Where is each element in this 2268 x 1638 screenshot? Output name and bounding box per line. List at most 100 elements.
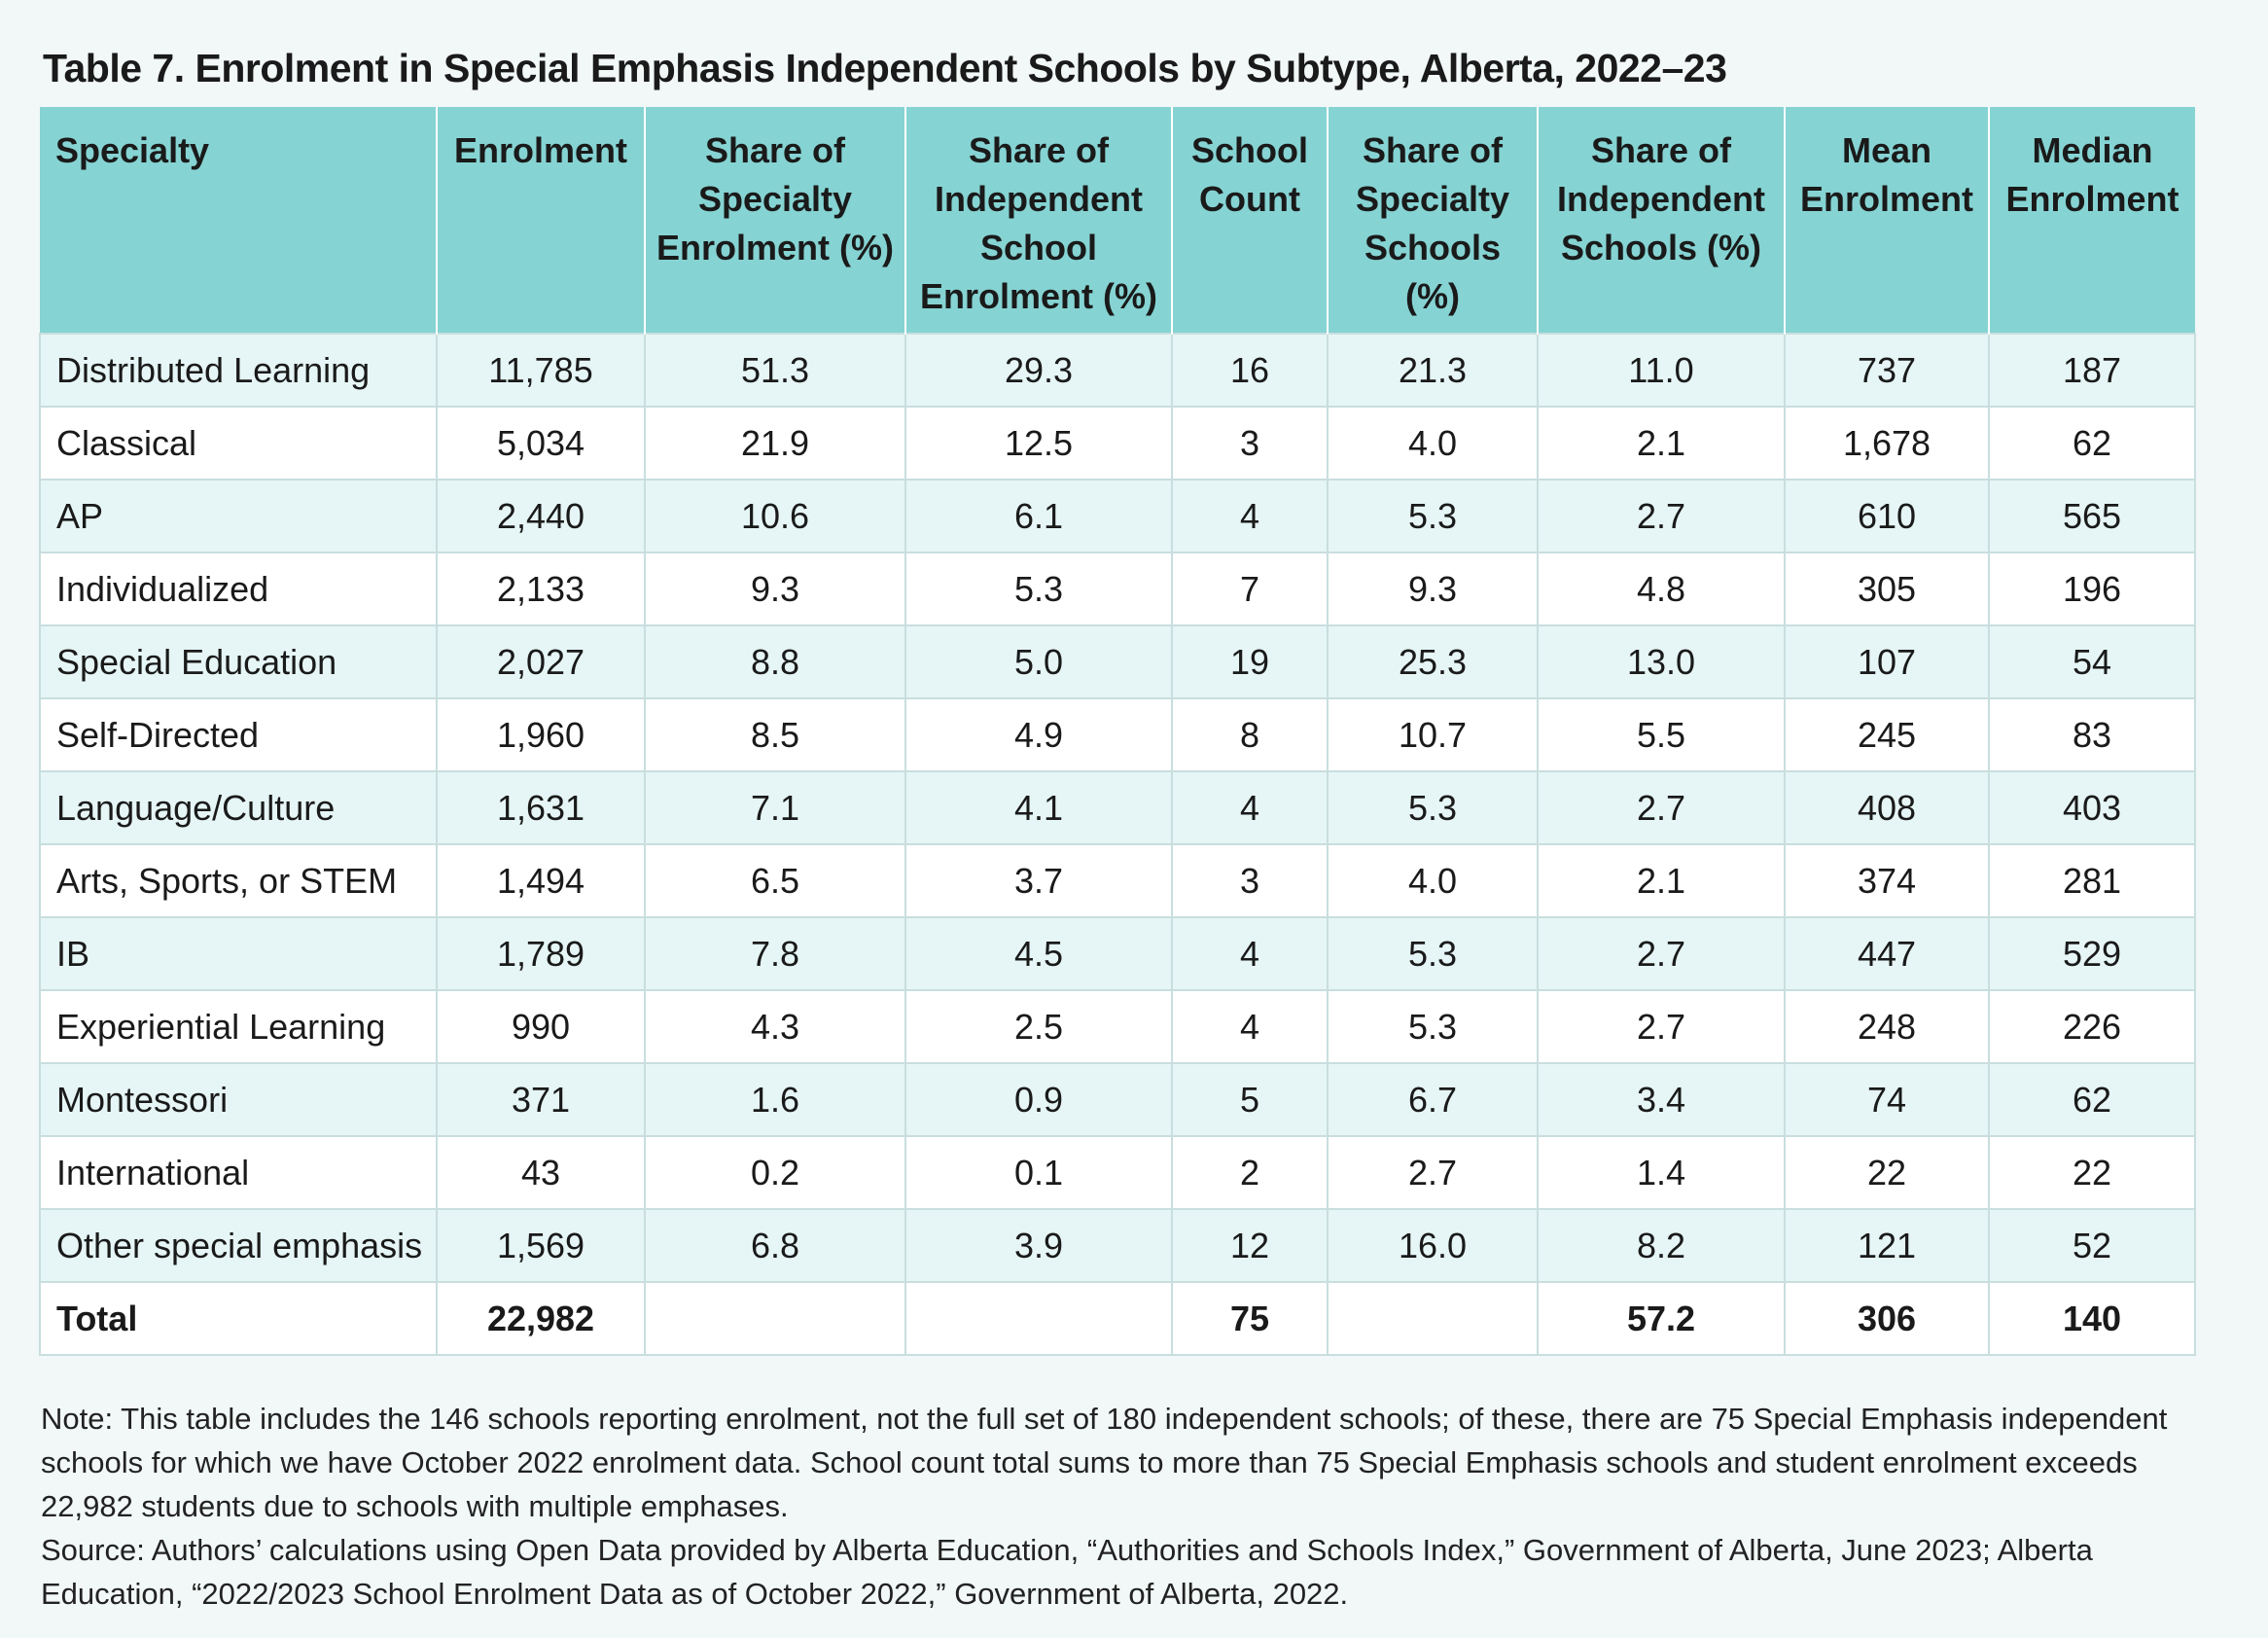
value-cell: 5,034 xyxy=(436,406,646,481)
footnote: Note: This table includes the 146 school… xyxy=(41,1397,2196,1616)
value-cell: 8.8 xyxy=(644,624,906,699)
value-cell: 196 xyxy=(1988,552,2196,626)
value-cell: 16 xyxy=(1171,333,1329,408)
value-cell: 565 xyxy=(1988,479,2196,553)
value-cell: 2.7 xyxy=(1537,770,1786,845)
column-header: Share of Independent School Enrolment (%… xyxy=(904,107,1172,334)
value-cell: 990 xyxy=(436,989,646,1064)
total-value-cell xyxy=(644,1281,906,1356)
total-row: Total 22,982 75 57.2 306 140 xyxy=(39,1281,2196,1356)
value-cell: 107 xyxy=(1784,624,1990,699)
row-label-cell: International xyxy=(39,1135,438,1210)
table-row: Language/Culture 1,631 7.1 4.1 4 5.3 2.7 408 403 xyxy=(39,770,2196,845)
value-cell: 0.9 xyxy=(904,1062,1173,1137)
value-cell: 1.4 xyxy=(1537,1135,1786,1210)
value-cell: 4.8 xyxy=(1537,552,1786,626)
table-row: Arts, Sports, or STEM 1,494 6.5 3.7 3 4.0 2.1 3… xyxy=(39,843,2196,918)
row-label-cell: Experiential Learning xyxy=(39,989,438,1064)
value-cell: 6.8 xyxy=(644,1208,906,1283)
value-cell: 5.3 xyxy=(1327,989,1539,1064)
value-cell: 374 xyxy=(1784,843,1990,918)
value-cell: 4 xyxy=(1171,989,1329,1064)
value-cell: 12.5 xyxy=(904,406,1173,481)
value-cell: 1.6 xyxy=(644,1062,906,1137)
value-cell: 51.3 xyxy=(644,333,906,408)
source-text: Source: Authors’ calculations using Open… xyxy=(41,1533,2093,1611)
value-cell: 10.7 xyxy=(1327,697,1539,772)
total-value-cell: 140 xyxy=(1988,1281,2196,1356)
value-cell: 4 xyxy=(1171,916,1329,991)
value-cell: 529 xyxy=(1988,916,2196,991)
column-header: School Count xyxy=(1171,107,1328,334)
value-cell: 12 xyxy=(1171,1208,1329,1283)
value-cell: 4.3 xyxy=(644,989,906,1064)
value-cell: 5.3 xyxy=(1327,479,1539,553)
header-row: Specialty Enrolment Share of Specialty Enr… xyxy=(40,107,2195,334)
value-cell: 11,785 xyxy=(436,333,646,408)
value-cell: 7.1 xyxy=(644,770,906,845)
value-cell: 8 xyxy=(1171,697,1329,772)
value-cell: 2.1 xyxy=(1537,406,1786,481)
value-cell: 6.5 xyxy=(644,843,906,918)
value-cell: 2.7 xyxy=(1327,1135,1539,1210)
value-cell: 5.0 xyxy=(904,624,1173,699)
value-cell: 0.2 xyxy=(644,1135,906,1210)
value-cell: 22 xyxy=(1784,1135,1990,1210)
value-cell: 408 xyxy=(1784,770,1990,845)
value-cell: 403 xyxy=(1988,770,2196,845)
value-cell: 4 xyxy=(1171,770,1329,845)
value-cell: 305 xyxy=(1784,552,1990,626)
total-value-cell: 22,982 xyxy=(436,1281,646,1356)
value-cell: 6.1 xyxy=(904,479,1173,553)
value-cell: 6.7 xyxy=(1327,1062,1539,1137)
value-cell: 2 xyxy=(1171,1135,1329,1210)
value-cell: 11.0 xyxy=(1537,333,1786,408)
value-cell: 121 xyxy=(1784,1208,1990,1283)
value-cell: 8.5 xyxy=(644,697,906,772)
value-cell: 2,133 xyxy=(436,552,646,626)
total-value-cell: 306 xyxy=(1784,1281,1990,1356)
value-cell: 1,569 xyxy=(436,1208,646,1283)
row-label-cell: Language/Culture xyxy=(39,770,438,845)
column-header: Median Enrolment xyxy=(1988,107,2195,334)
row-label-cell: Individualized xyxy=(39,552,438,626)
value-cell: 4.9 xyxy=(904,697,1173,772)
value-cell: 4.0 xyxy=(1327,406,1539,481)
column-header: Specialty xyxy=(40,107,437,334)
value-cell: 16.0 xyxy=(1327,1208,1539,1283)
table-row: Classical 5,034 21.9 12.5 3 4.0 2.1 1,678 62 xyxy=(39,406,2196,481)
value-cell: 187 xyxy=(1988,333,2196,408)
value-cell: 54 xyxy=(1988,624,2196,699)
table-row: Distributed Learning 11,785 51.3 29.3 16 21.3… xyxy=(39,333,2196,408)
value-cell: 226 xyxy=(1988,989,2196,1064)
row-label-cell: Special Education xyxy=(39,624,438,699)
value-cell: 7.8 xyxy=(644,916,906,991)
value-cell: 2.1 xyxy=(1537,843,1786,918)
total-value-cell xyxy=(904,1281,1173,1356)
value-cell: 62 xyxy=(1988,406,2196,481)
value-cell: 1,494 xyxy=(436,843,646,918)
value-cell: 9.3 xyxy=(644,552,906,626)
row-label-cell: IB xyxy=(39,916,438,991)
column-header: Share of Independent Schools (%) xyxy=(1537,107,1785,334)
value-cell: 2.5 xyxy=(904,989,1173,1064)
row-label-cell: Classical xyxy=(39,406,438,481)
value-cell: 19 xyxy=(1171,624,1329,699)
value-cell: 3.9 xyxy=(904,1208,1173,1283)
value-cell: 3 xyxy=(1171,843,1329,918)
value-cell: 29.3 xyxy=(904,333,1173,408)
value-cell: 371 xyxy=(436,1062,646,1137)
table-row: Individualized 2,133 9.3 5.3 7 9.3 4.8 305 196 xyxy=(39,552,2196,626)
value-cell: 5.3 xyxy=(904,552,1173,626)
value-cell: 4.0 xyxy=(1327,843,1539,918)
value-cell: 21.9 xyxy=(644,406,906,481)
value-cell: 9.3 xyxy=(1327,552,1539,626)
value-cell: 43 xyxy=(436,1135,646,1210)
value-cell: 248 xyxy=(1784,989,1990,1064)
total-value-cell: 75 xyxy=(1171,1281,1329,1356)
value-cell: 1,789 xyxy=(436,916,646,991)
value-cell: 7 xyxy=(1171,552,1329,626)
total-value-cell xyxy=(1327,1281,1539,1356)
value-cell: 8.2 xyxy=(1537,1208,1786,1283)
value-cell: 10.6 xyxy=(644,479,906,553)
